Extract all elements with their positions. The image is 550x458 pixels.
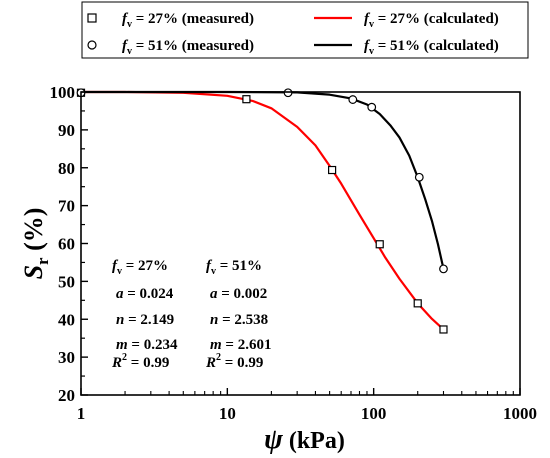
annotation-row: m = 2.601 [210,337,271,353]
legend-swatch-square [87,13,97,23]
data-point-circle [414,172,424,182]
y-axis-title-group: Sr (%) [19,208,52,280]
y-tick-label: 40 [58,310,75,329]
y-tick-label: 80 [58,159,75,178]
data-point-circle [367,102,377,112]
legend: fv = 27% (measured) fv = 51% (measured) fv… [81,1,529,59]
data-point-square [242,95,251,104]
data-point-square [375,240,384,249]
annotation-row: fv = 27% [112,258,168,277]
data-point-circle [439,264,448,274]
annotation-row: a = 0.002 [210,286,267,302]
data-point-square [328,165,337,175]
legend-label: fv = 27% (calculated) [364,11,499,30]
x-tick-label: 10 [219,404,236,423]
y-tick-label: 30 [58,348,75,367]
data-point-circle [348,95,358,104]
data-point-square [413,299,422,308]
y-tick-label: 90 [58,121,75,140]
y-tick-label: 70 [58,197,75,216]
y-tick-label: 20 [58,386,75,405]
y-tick-label: 100 [50,83,76,102]
x-tick-label: 1000 [503,404,537,423]
x-axis-title: ψ (kPa) [264,424,345,455]
annotation-row: a = 0.024 [116,286,174,302]
x-tick-label: 100 [361,404,387,423]
annotation-row: n = 2.538 [210,312,268,328]
annotation-row: R2 = 0.99 [205,352,263,371]
annotation-row: n = 2.149 [116,312,174,328]
y-tick-label: 50 [58,272,75,291]
series-line-1 [81,90,445,331]
annotation-row: R2 = 0.99 [111,352,169,371]
data-point-square [439,325,448,334]
annotation-row: fv = 51% [206,258,262,277]
y-tick-label: 60 [58,235,75,254]
annotation-row: m = 0.234 [116,337,178,353]
plot-area [76,88,448,334]
legend-label: fv = 51% (calculated) [364,38,499,57]
series-line-2 [81,90,445,270]
legend-box [81,1,529,59]
legend-swatch-circle [87,40,97,50]
legend-label: fv = 51% (measured) [122,38,254,57]
x-tick-label: 1 [77,404,86,423]
y-axis-title: Sr (%) [19,208,52,280]
legend-label: fv = 27% (measured) [122,11,254,30]
